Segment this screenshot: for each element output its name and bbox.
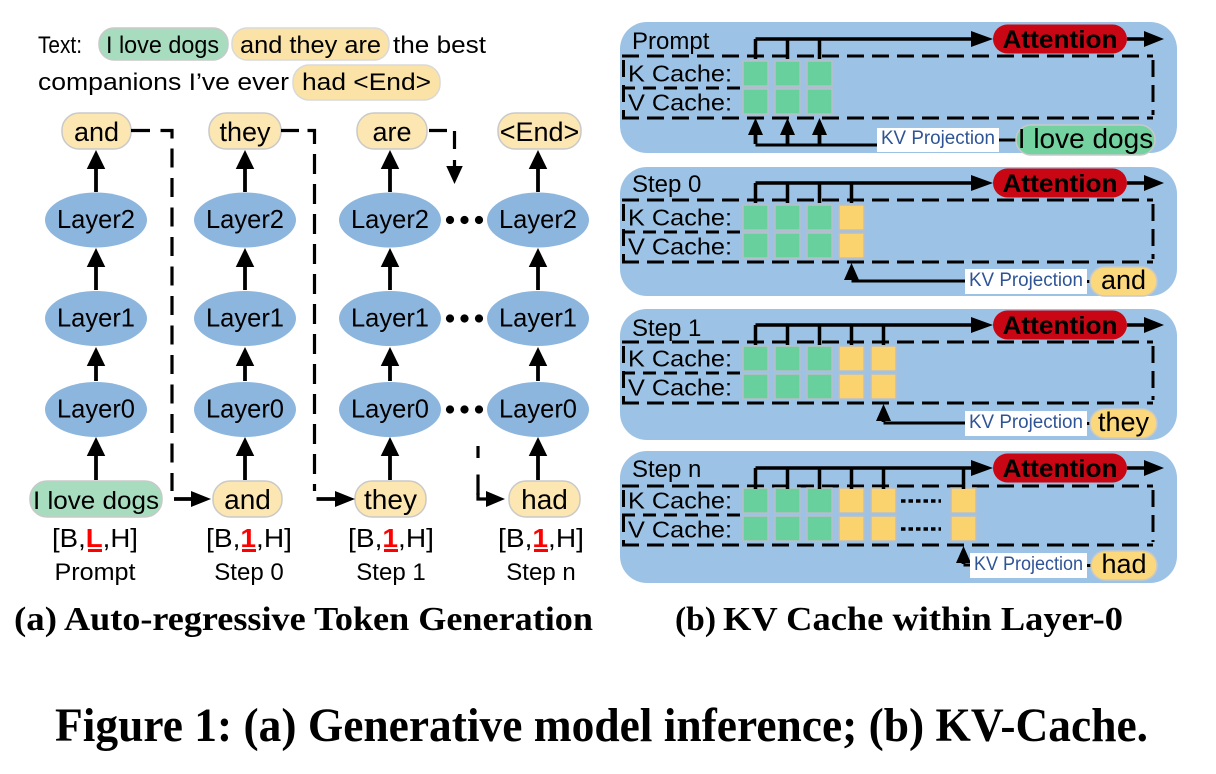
svg-text:KV Projection: KV Projection <box>969 412 1083 433</box>
svg-text:Attention: Attention <box>1003 312 1118 340</box>
svg-text:KV Cache within Layer-0: KV Cache within Layer-0 <box>723 601 1123 638</box>
svg-text:Prompt: Prompt <box>632 28 710 55</box>
svg-text:Layer0: Layer0 <box>206 394 284 424</box>
svg-text:V Cache:: V Cache: <box>628 517 732 543</box>
svg-text:had <End>: had <End> <box>302 69 431 96</box>
svg-text:Figure 1: (a) Generative model: Figure 1: (a) Generative model inference… <box>55 699 1148 752</box>
svg-text:K Cache:: K Cache: <box>628 61 732 87</box>
svg-text:companions I’ve ever: companions I’ve ever <box>38 69 289 96</box>
svg-text:KV Projection: KV Projection <box>974 554 1083 575</box>
svg-text:Layer1: Layer1 <box>499 303 577 333</box>
svg-text:V Cache:: V Cache: <box>628 234 732 260</box>
svg-text:Attention: Attention <box>1003 26 1118 54</box>
svg-text:Prompt: Prompt <box>55 559 136 586</box>
svg-text:[B,1,H]: [B, 1,H] <box>498 523 584 553</box>
svg-text:Step 1: Step 1 <box>632 315 701 342</box>
svg-text:and they are: and they are <box>240 32 381 59</box>
svg-text:and: and <box>1101 265 1146 295</box>
svg-text:Attention: Attention <box>1003 170 1118 198</box>
svg-text:and: and <box>74 117 119 147</box>
svg-text:had: had <box>1101 549 1146 579</box>
svg-text:had: had <box>521 484 568 515</box>
svg-text:Layer2: Layer2 <box>351 204 429 234</box>
svg-text:they: they <box>1098 407 1150 437</box>
svg-text:Layer1: Layer1 <box>57 303 135 333</box>
svg-text:K Cache:: K Cache: <box>628 488 732 514</box>
svg-text:Text:: Text: <box>38 32 82 59</box>
svg-text:Layer1: Layer1 <box>206 303 284 333</box>
svg-text:Auto-regressive Token Generati: Auto-regressive Token Generation <box>64 601 593 638</box>
svg-text:Layer0: Layer0 <box>57 394 135 424</box>
svg-text:(a): (a) <box>14 601 57 638</box>
svg-text:Layer1: Layer1 <box>351 303 429 333</box>
svg-text:KV Projection: KV Projection <box>969 270 1083 291</box>
svg-text:KV Projection: KV Projection <box>881 128 995 149</box>
svg-text:Layer2: Layer2 <box>57 204 135 234</box>
svg-text:are: are <box>372 117 411 147</box>
svg-text:Layer2: Layer2 <box>206 204 284 234</box>
svg-text:Step 1: Step 1 <box>356 559 425 586</box>
svg-text:Layer2: Layer2 <box>499 204 577 234</box>
svg-text:K Cache:: K Cache: <box>628 346 732 372</box>
svg-text:Step 0: Step 0 <box>214 559 283 586</box>
svg-text:V Cache:: V Cache: <box>628 90 732 116</box>
svg-text:I love dogs: I love dogs <box>33 487 159 515</box>
svg-text:the best: the best <box>393 32 486 59</box>
svg-text:Attention: Attention <box>1003 455 1118 483</box>
svg-text:and: and <box>224 484 271 515</box>
svg-text:Step n: Step n <box>632 456 701 483</box>
svg-text:Step n: Step n <box>506 559 575 586</box>
svg-text:[B,L,H]: [B,L,H] <box>52 523 138 553</box>
svg-text:<End>: <End> <box>500 117 580 147</box>
svg-text:Layer0: Layer0 <box>499 394 577 424</box>
svg-text:I love dogs: I love dogs <box>106 32 219 59</box>
svg-text:Step 0: Step 0 <box>632 171 701 198</box>
svg-text:V Cache:: V Cache: <box>628 375 732 401</box>
svg-text:[B,1,H]: [B, 1,H] <box>348 523 434 553</box>
svg-text:(b): (b) <box>675 601 716 638</box>
svg-text:they: they <box>219 117 271 147</box>
svg-text:[B,1,H]: [B, 1,H] <box>206 523 292 553</box>
svg-text:they: they <box>364 484 417 515</box>
svg-text:K Cache:: K Cache: <box>628 205 732 231</box>
svg-text:I love dogs: I love dogs <box>1018 123 1153 154</box>
svg-text:Layer0: Layer0 <box>351 394 429 424</box>
